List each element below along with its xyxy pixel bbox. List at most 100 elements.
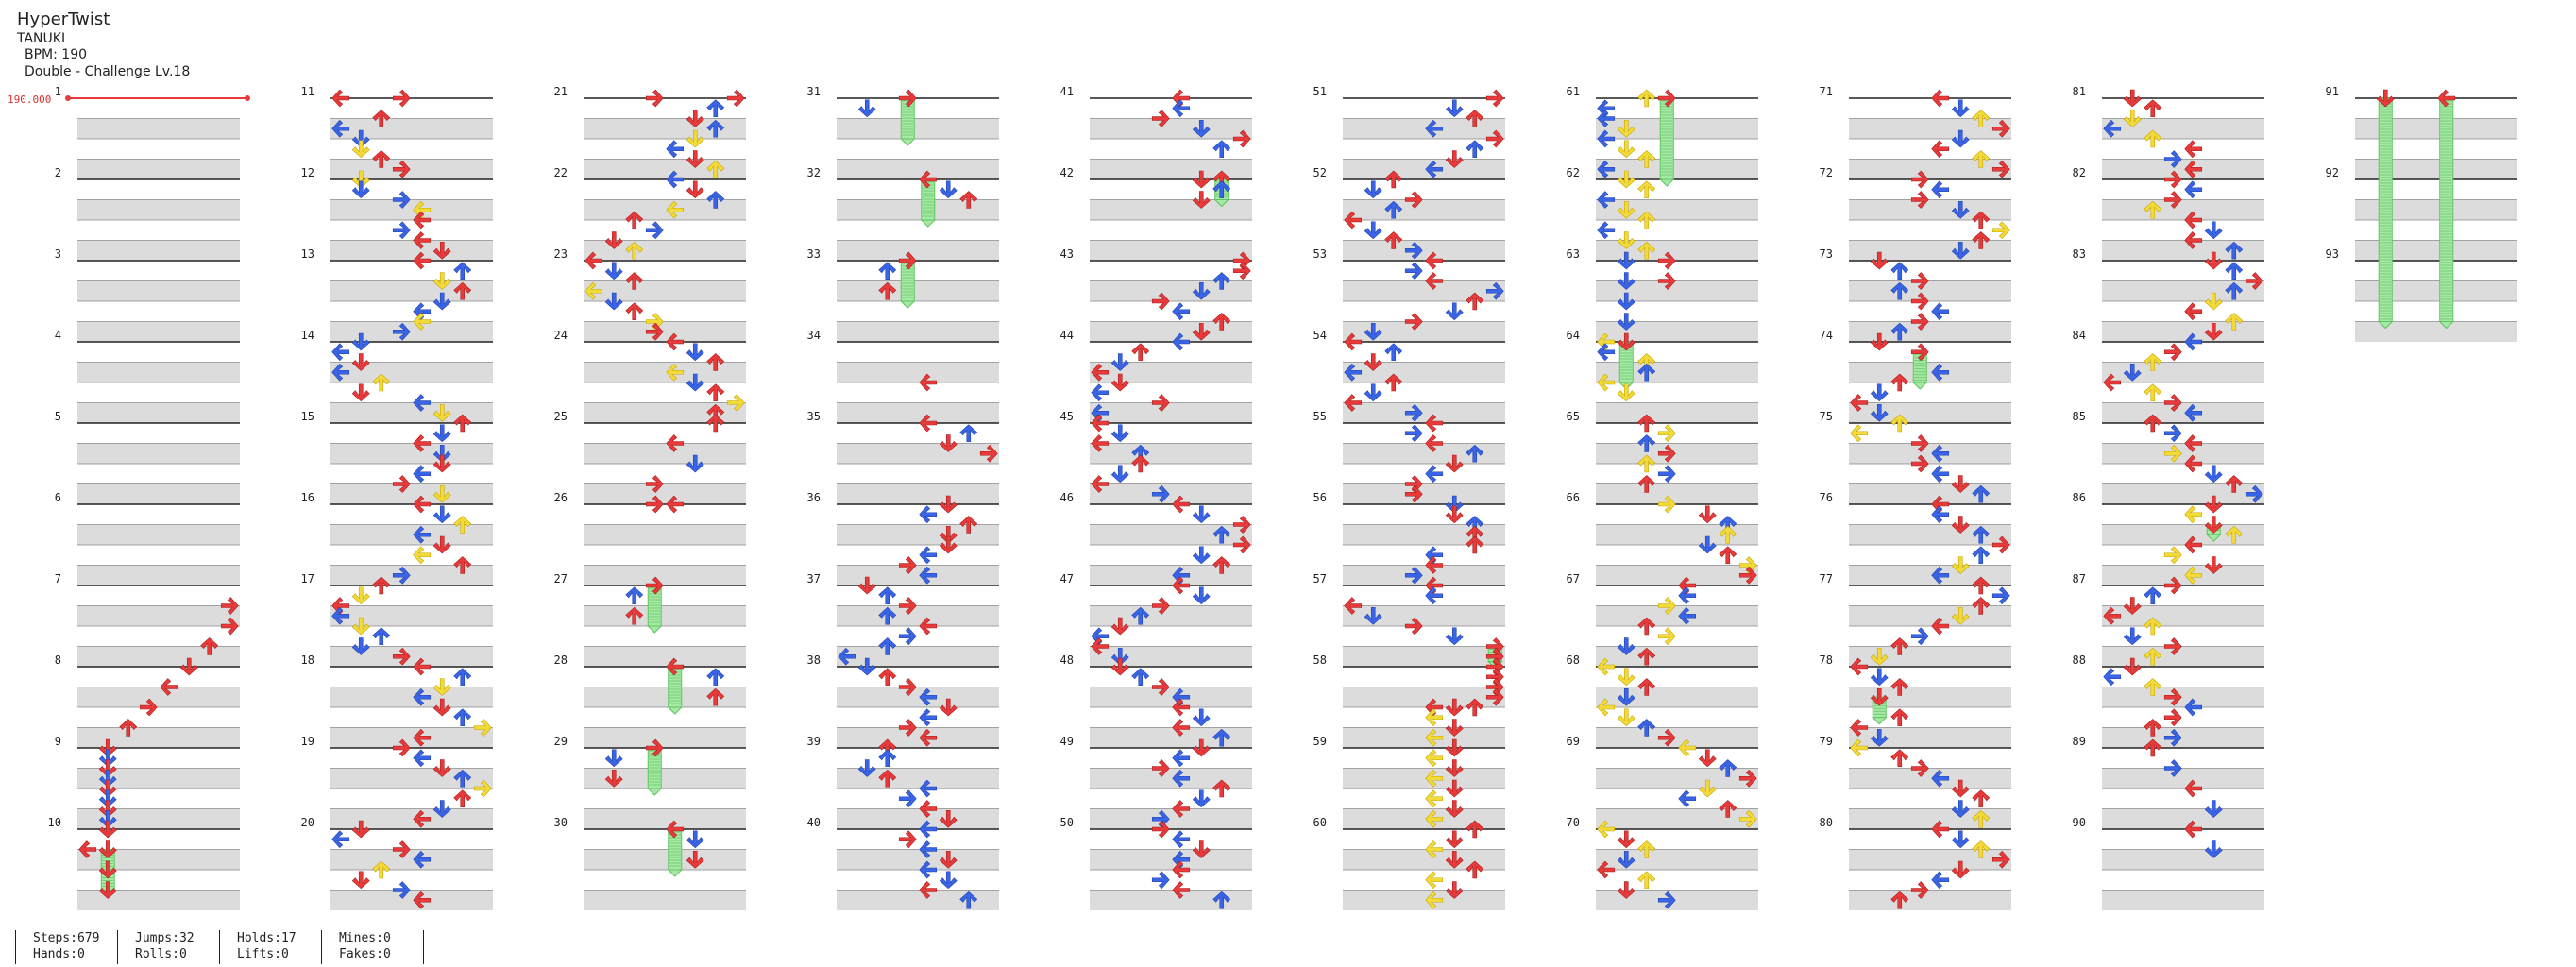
measure-number: 47	[1060, 572, 1074, 585]
right-arrow-icon	[1151, 394, 1170, 412]
left-arrow-icon	[1172, 830, 1191, 849]
measure-number: 90	[2073, 816, 2086, 829]
up-arrow-icon	[1890, 749, 1909, 768]
down-arrow-icon	[1617, 383, 1635, 402]
beat-shade	[1596, 687, 1758, 707]
right-arrow-icon	[898, 678, 917, 696]
right-arrow-icon	[2163, 170, 2182, 189]
measure-number: 85	[2073, 410, 2086, 423]
up-arrow-icon	[453, 769, 472, 788]
down-arrow-icon	[1445, 627, 1464, 646]
up-arrow-icon	[2144, 200, 2162, 219]
down-arrow-icon	[686, 150, 704, 168]
beat-shade	[837, 362, 999, 382]
left-arrow-icon	[1678, 586, 1697, 605]
right-arrow-icon	[898, 719, 917, 737]
beat-shade	[584, 199, 746, 220]
right-arrow-icon	[726, 89, 745, 108]
up-arrow-icon	[1890, 414, 1909, 433]
down-arrow-icon	[939, 871, 958, 890]
down-arrow-icon	[351, 871, 370, 890]
up-arrow-icon	[1131, 454, 1150, 473]
measure-number: 15	[301, 410, 314, 423]
down-arrow-icon	[432, 454, 451, 473]
up-arrow-icon	[1972, 484, 1991, 503]
left-arrow-icon	[1931, 302, 1950, 321]
down-arrow-icon	[98, 769, 117, 788]
measure-number: 49	[1060, 735, 1074, 748]
measure-number: 80	[1820, 816, 1833, 829]
up-arrow-icon	[1972, 546, 1991, 565]
beat-shade	[1343, 199, 1505, 220]
left-arrow-icon	[919, 779, 938, 798]
beat-shade	[330, 321, 493, 342]
left-arrow-icon	[1172, 576, 1191, 595]
left-arrow-icon	[1597, 657, 1616, 676]
beat-shade	[1343, 118, 1505, 139]
left-arrow-icon	[1425, 871, 1444, 890]
up-arrow-icon	[453, 668, 472, 687]
beat-shade	[77, 443, 240, 464]
up-arrow-icon	[1637, 180, 1656, 199]
up-arrow-icon	[1890, 678, 1909, 696]
beat-shade	[837, 240, 999, 261]
left-arrow-icon	[413, 728, 432, 747]
beat-shade	[1596, 118, 1758, 139]
beat-shade	[584, 849, 746, 870]
left-arrow-icon	[2184, 779, 2203, 798]
beat-shade	[1596, 646, 1758, 667]
hold-tail	[667, 706, 683, 715]
beat-shade	[2355, 199, 2517, 220]
stats-group-steps: Steps:679 Hands:0	[15, 930, 99, 964]
left-arrow-icon	[1425, 576, 1444, 595]
measure-number: 8	[55, 653, 61, 667]
measure-number: 6	[55, 491, 61, 504]
stat-steps: Steps:679	[33, 931, 100, 945]
right-arrow-icon	[2245, 272, 2263, 290]
left-arrow-icon	[413, 546, 432, 565]
right-arrow-icon	[1991, 221, 2010, 240]
right-arrow-icon	[645, 576, 664, 595]
right-arrow-icon	[1404, 313, 1423, 331]
measure-number: 70	[1567, 816, 1580, 829]
down-arrow-icon	[604, 292, 623, 311]
beat-shade	[1596, 159, 1758, 179]
left-arrow-icon	[2103, 373, 2122, 392]
up-arrow-icon	[878, 586, 897, 605]
beat-shade	[584, 727, 746, 748]
measure-number: 71	[1820, 85, 1833, 98]
up-arrow-icon	[878, 281, 897, 300]
down-arrow-icon	[1951, 99, 1970, 118]
up-arrow-icon	[453, 262, 472, 280]
left-arrow-icon	[331, 830, 350, 849]
beat-shade	[330, 727, 493, 748]
up-arrow-icon	[1466, 444, 1484, 463]
left-arrow-icon	[1172, 566, 1191, 585]
measure-number: 79	[1820, 735, 1833, 748]
down-arrow-icon	[351, 180, 370, 199]
left-arrow-icon	[919, 800, 938, 818]
right-arrow-icon	[2163, 759, 2182, 777]
down-arrow-icon	[1445, 759, 1464, 777]
down-arrow-icon	[939, 535, 958, 554]
left-arrow-icon	[2184, 434, 2203, 452]
measure-number: 20	[301, 816, 314, 829]
beat-shade	[1596, 443, 1758, 464]
left-arrow-icon	[1678, 606, 1697, 625]
beat-shade	[77, 565, 240, 585]
right-arrow-icon	[392, 191, 411, 209]
measure-number: 19	[301, 735, 314, 748]
right-arrow-icon	[645, 495, 664, 514]
beat-shade	[1090, 280, 1252, 301]
up-arrow-icon	[453, 281, 472, 300]
right-arrow-icon	[1991, 119, 2010, 138]
down-arrow-icon	[432, 698, 451, 717]
down-arrow-icon	[1110, 465, 1129, 484]
measure-number: 46	[1060, 491, 1074, 504]
beat-shade	[2102, 443, 2264, 464]
right-arrow-icon	[1232, 516, 1251, 534]
down-arrow-icon	[1698, 505, 1717, 524]
down-arrow-icon	[2123, 657, 2142, 676]
left-arrow-icon	[1425, 414, 1444, 433]
right-arrow-icon	[1657, 424, 1676, 443]
